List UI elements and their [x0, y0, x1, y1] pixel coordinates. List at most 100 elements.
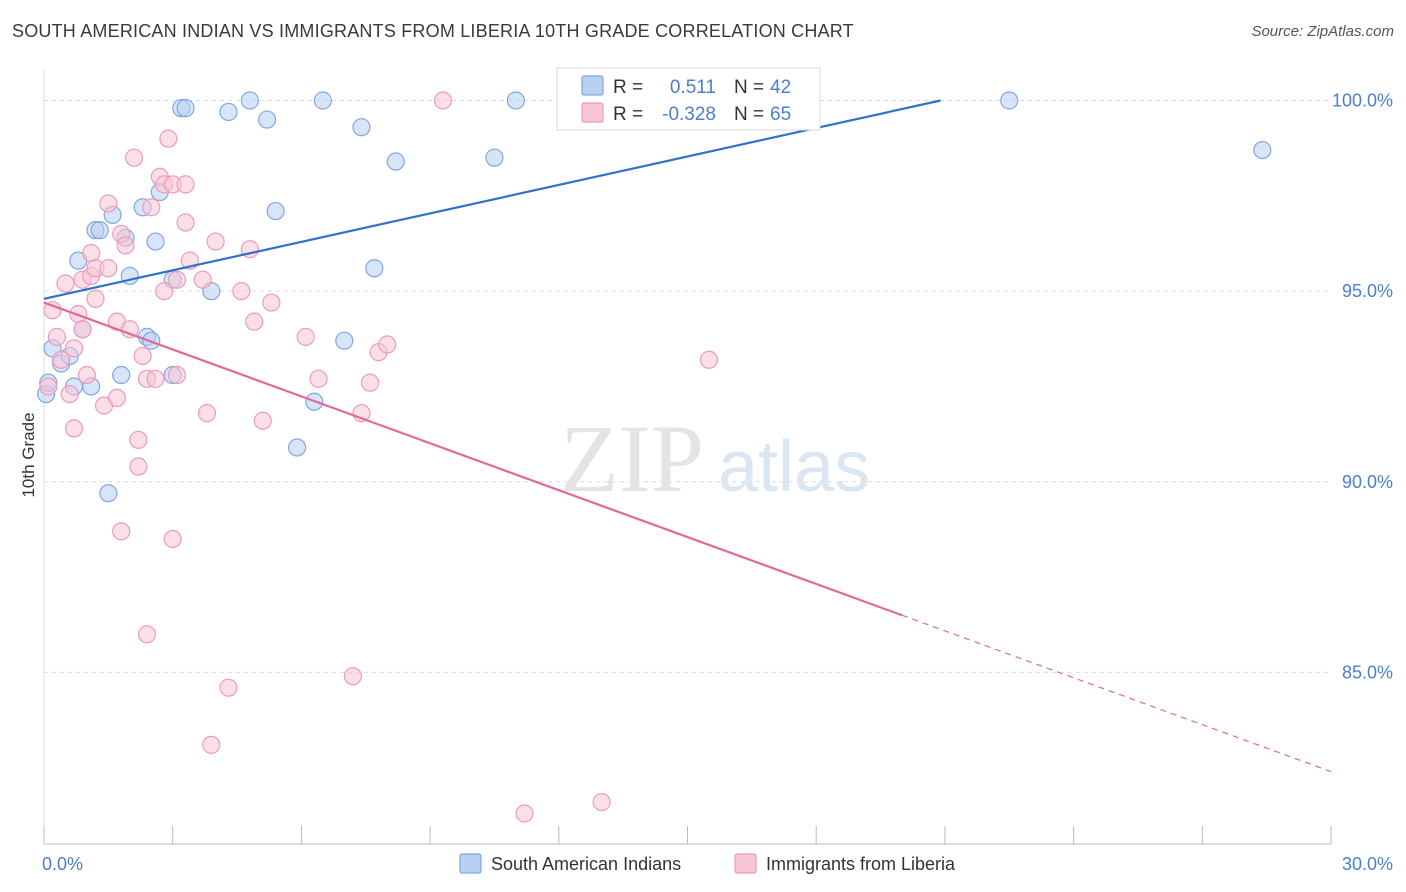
- y-tick-label: 95.0%: [1342, 281, 1393, 301]
- data-point-immigrants-from-liberia: [64, 339, 84, 358]
- data-point-immigrants-from-liberia: [592, 792, 611, 812]
- data-point-immigrants-from-liberia: [159, 129, 178, 148]
- data-point-immigrants-from-liberia: [232, 282, 251, 301]
- y-tick-label: 85.0%: [1342, 662, 1393, 682]
- stats-n-value: 42: [770, 77, 791, 98]
- chart-title: SOUTH AMERICAN INDIAN VS IMMIGRANTS FROM…: [12, 21, 854, 41]
- stats-legend-swatch: [581, 102, 604, 123]
- data-point-immigrants-from-liberia: [39, 377, 58, 396]
- data-point-immigrants-from-liberia: [202, 735, 221, 754]
- data-point-south-american-indians: [485, 148, 504, 167]
- data-point-immigrants-from-liberia: [82, 243, 101, 263]
- data-point-immigrants-from-liberia: [137, 625, 157, 644]
- data-point-immigrants-from-liberia: [107, 388, 127, 408]
- data-point-immigrants-from-liberia: [56, 274, 75, 293]
- watermark: ZIP atlas: [560, 405, 870, 512]
- data-point-immigrants-from-liberia: [167, 365, 187, 385]
- data-point-immigrants-from-liberia: [52, 350, 71, 369]
- bottom-legend: South American Indians Immigrants from Li…: [459, 853, 956, 874]
- legend-swatch: [734, 853, 757, 874]
- y-tick-label: 90.0%: [1342, 472, 1393, 492]
- trend-lines: [43, 99, 1332, 773]
- stats-n-value: 65: [770, 104, 791, 125]
- data-point-immigrants-from-liberia: [86, 289, 105, 308]
- data-point-south-american-indians: [99, 484, 118, 503]
- data-point-south-american-indians: [146, 232, 165, 251]
- data-point-south-american-indians: [176, 99, 195, 118]
- data-point-immigrants-from-liberia: [163, 529, 182, 549]
- y-tick-label: 100.0%: [1332, 91, 1393, 111]
- data-point-immigrants-from-liberia: [124, 148, 144, 167]
- data-point-immigrants-from-liberia: [77, 365, 97, 385]
- data-point-immigrants-from-liberia: [129, 457, 148, 476]
- data-point-immigrants-from-liberia: [43, 301, 62, 320]
- data-point-south-american-indians: [266, 201, 285, 221]
- data-point-immigrants-from-liberia: [309, 369, 328, 388]
- data-point-immigrants-from-liberia: [116, 236, 135, 255]
- x-tick-label: 0.0%: [42, 854, 83, 874]
- data-point-south-american-indians: [90, 221, 109, 240]
- data-point-south-american-indians: [352, 118, 371, 137]
- data-point-immigrants-from-liberia: [99, 194, 118, 213]
- data-point-immigrants-from-liberia: [146, 369, 165, 388]
- data-point-immigrants-from-liberia: [360, 373, 380, 392]
- data-point-immigrants-from-liberia: [155, 282, 174, 301]
- data-point-south-american-indians: [1000, 91, 1019, 110]
- y-axis-title-group: 10th Grade: [19, 412, 38, 497]
- data-point-south-american-indians: [257, 110, 277, 129]
- data-point-south-american-indians: [506, 91, 526, 110]
- grid-layer: [44, 100, 1331, 673]
- data-point-immigrants-from-liberia: [64, 419, 84, 438]
- data-point-immigrants-from-liberia: [193, 270, 212, 289]
- legend-swatch: [459, 853, 482, 874]
- axis-layer: 85.0% 90.0% 95.0% 100.0% 0.0% 30.0%: [42, 70, 1393, 874]
- watermark-zip: ZIP: [560, 405, 704, 512]
- data-point-immigrants-from-liberia: [176, 175, 195, 194]
- chart-source: Source: ZipAtlas.com: [1251, 23, 1394, 40]
- data-point-south-american-indians: [240, 91, 260, 110]
- stats-legend-swatch: [581, 75, 604, 96]
- data-point-immigrants-from-liberia: [120, 320, 139, 339]
- data-point-south-american-indians: [335, 331, 354, 350]
- series-immigrants-from-liberia: [39, 91, 719, 823]
- data-point-south-american-indians: [386, 152, 405, 171]
- stats-r-value: -0.328: [662, 104, 716, 125]
- data-point-immigrants-from-liberia: [343, 667, 362, 686]
- data-point-south-american-indians: [288, 438, 307, 457]
- data-point-immigrants-from-liberia: [219, 678, 238, 697]
- stats-n-label: N =: [734, 104, 764, 125]
- data-point-immigrants-from-liberia: [433, 91, 453, 110]
- data-point-south-american-indians: [1253, 140, 1272, 160]
- data-point-immigrants-from-liberia: [262, 293, 281, 312]
- data-point-immigrants-from-liberia: [60, 384, 79, 404]
- legend-label: Immigrants from Liberia: [766, 854, 956, 874]
- data-point-immigrants-from-liberia: [167, 270, 187, 289]
- stats-r-label: R =: [613, 77, 643, 98]
- data-point-immigrants-from-liberia: [99, 259, 118, 278]
- y-axis-title: 10th Grade: [19, 412, 38, 497]
- legend-label: South American Indians: [491, 854, 681, 874]
- data-point-immigrants-from-liberia: [112, 522, 131, 541]
- data-point-south-american-indians: [112, 365, 131, 385]
- data-point-immigrants-from-liberia: [699, 350, 719, 369]
- trend-line-south-american-indians: [43, 99, 941, 300]
- data-point-south-american-indians: [313, 91, 332, 110]
- trend-line-immigrants-from-liberia: [43, 301, 903, 617]
- watermark-atlas: atlas: [718, 427, 870, 507]
- data-point-immigrants-from-liberia: [378, 335, 397, 354]
- data-point-immigrants-from-liberia: [245, 312, 264, 331]
- stats-r-label: R =: [613, 104, 643, 125]
- data-point-south-american-indians: [219, 102, 238, 122]
- data-point-immigrants-from-liberia: [129, 430, 148, 449]
- data-point-immigrants-from-liberia: [142, 198, 161, 217]
- stats-n-label: N =: [734, 77, 764, 98]
- data-point-south-american-indians: [365, 259, 384, 278]
- data-point-immigrants-from-liberia: [296, 327, 315, 346]
- trend-line-extension-immigrants-from-liberia: [901, 614, 1332, 773]
- data-point-immigrants-from-liberia: [133, 346, 152, 366]
- x-tick-label: 30.0%: [1342, 854, 1393, 874]
- data-point-immigrants-from-liberia: [73, 320, 92, 339]
- data-point-immigrants-from-liberia: [197, 404, 217, 423]
